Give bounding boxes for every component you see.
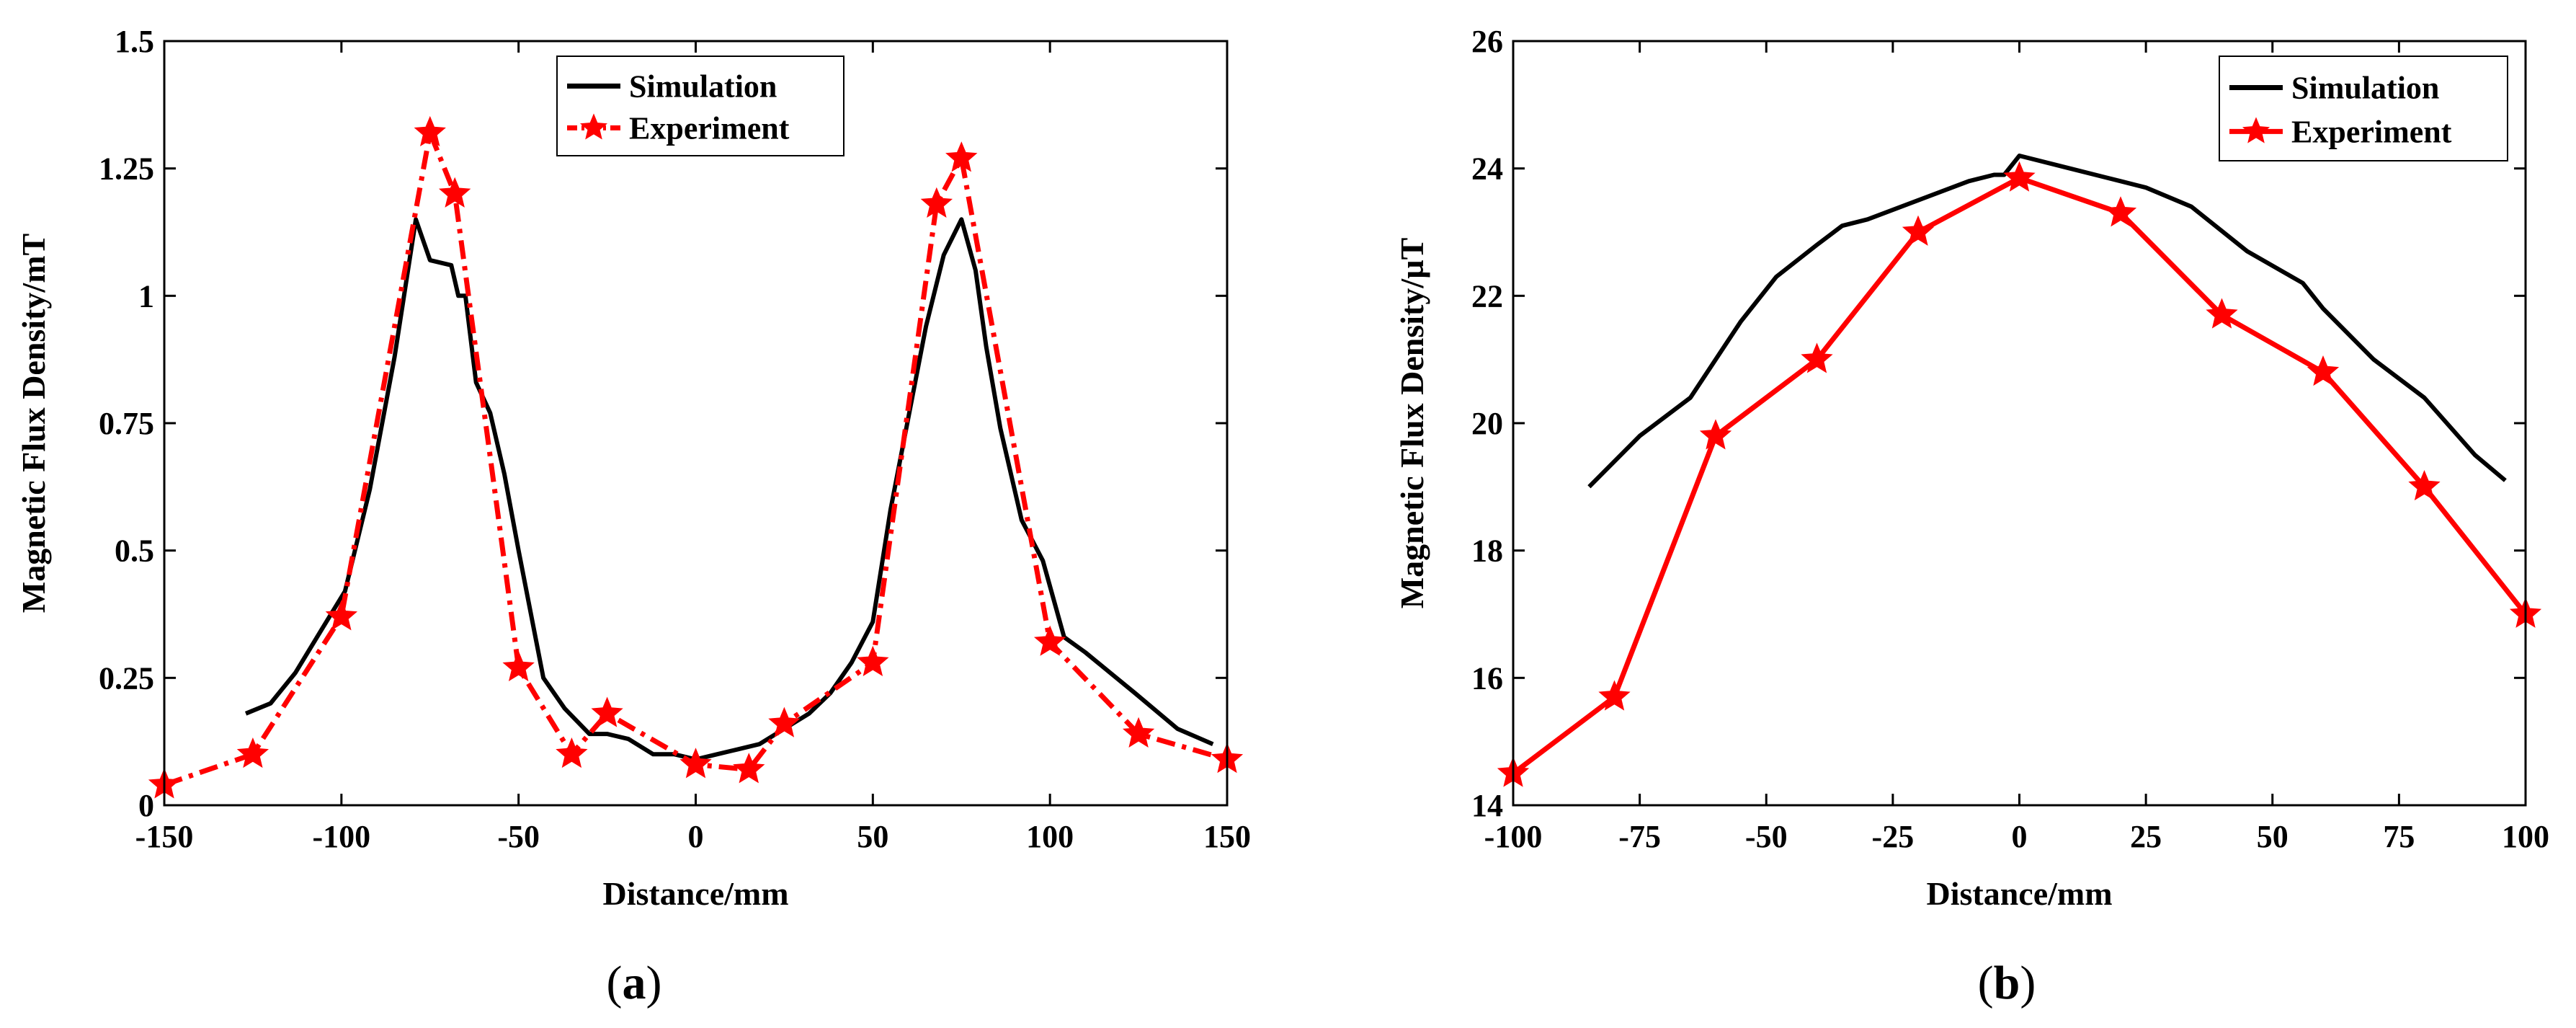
- series-line-simulation: [244, 217, 1214, 762]
- legend-b: Simulation Experiment: [2219, 56, 2508, 161]
- legend-label-simulation-a: Simulation: [629, 68, 777, 104]
- data-point-experiment: [1801, 342, 1833, 373]
- x-axis-label-a: Distance/mm: [602, 875, 788, 912]
- panel-label-a: (a): [607, 957, 662, 1009]
- panel-letter-a: a: [623, 957, 646, 1009]
- data-point-experiment: [2003, 161, 2036, 192]
- data-point-experiment: [1122, 717, 1155, 748]
- data-point-experiment: [1598, 680, 1631, 711]
- chart-panel-a: -150 -100 -50 0 50 100 150 0 0.25 0.5 0.75 1 1.25 1.5…: [15, 24, 1251, 1009]
- x-tick-label: -50: [497, 819, 540, 854]
- data-point-experiment: [556, 737, 588, 768]
- y-tick-label: 0.25: [99, 660, 154, 696]
- x-tick-label: -100: [313, 819, 371, 854]
- y-tick-label: 1.5: [115, 24, 154, 59]
- y-tick-label: 0.75: [99, 406, 154, 441]
- panel-letter-b: b: [1994, 957, 2020, 1009]
- legend-label-simulation-b: Simulation: [2291, 71, 2439, 106]
- data-point-experiment: [1033, 625, 1066, 656]
- y-axis-label-a: Magnetic Flux Density/mT: [15, 234, 52, 613]
- data-point-experiment: [920, 187, 953, 218]
- data-point-experiment: [733, 753, 765, 784]
- data-point-experiment: [502, 650, 535, 682]
- x-tick-label: -25: [1872, 819, 1915, 854]
- data-point-experiment: [679, 748, 712, 779]
- x-tick-label: -75: [1618, 819, 1661, 854]
- y-tick-label: 1.25: [99, 151, 154, 187]
- data-point-experiment: [325, 600, 358, 631]
- panel-label-b: (b): [1978, 957, 2036, 1009]
- x-tick-label: 25: [2130, 819, 2162, 854]
- legend-marker-experiment-a: [580, 113, 607, 140]
- data-point-experiment: [414, 115, 446, 147]
- data-point-experiment: [857, 645, 889, 676]
- y-tick-label: 0.5: [115, 533, 154, 569]
- data-point-experiment: [591, 696, 623, 727]
- data-point-experiment: [2104, 196, 2137, 227]
- x-tick-label: -50: [1745, 819, 1788, 854]
- data-point-experiment: [236, 737, 269, 768]
- y-axis-label-b: Magnetic Flux Density/µT: [1394, 238, 1430, 609]
- data-point-experiment: [945, 141, 978, 172]
- series-line-experiment: [1511, 175, 2528, 776]
- x-tick-label: 50: [2257, 819, 2288, 854]
- x-tick-label: 0: [2012, 819, 2028, 854]
- y-tick-label: 14: [1471, 788, 1503, 823]
- data-point-experiment: [438, 177, 471, 208]
- y-tick-label: 22: [1471, 278, 1503, 314]
- y-tick-label: 0: [138, 788, 154, 823]
- data-point-experiment: [2206, 298, 2238, 329]
- series-line-simulation: [1587, 154, 2507, 489]
- legend-label-experiment-b: Experiment: [2291, 114, 2452, 149]
- data-point-experiment: [1699, 419, 1732, 450]
- legend-marker-experiment-b: [2242, 117, 2270, 143]
- x-tick-label: 50: [857, 819, 888, 854]
- x-tick-label: -100: [1484, 819, 1543, 854]
- legend-box-b: [2219, 56, 2508, 161]
- x-tick-label: 75: [2383, 819, 2415, 854]
- x-tick-label: 0: [688, 819, 704, 854]
- legend-a: Simulation Experiment: [556, 56, 844, 156]
- x-tick-label: 100: [2502, 819, 2549, 854]
- y-tick-label: 26: [1471, 24, 1503, 59]
- y-tick-label: 16: [1471, 660, 1503, 696]
- y-tick-label: 1: [138, 278, 154, 314]
- legend-label-experiment-a: Experiment: [629, 110, 790, 146]
- data-point-experiment: [2307, 355, 2340, 386]
- data-point-experiment: [768, 706, 801, 737]
- x-tick-label: 150: [1203, 819, 1251, 854]
- x-tick-label: 100: [1026, 819, 1074, 854]
- chart-panel-b: -100 -75 -50 -25 0 25 50 75 100 14 16 18 20 22 24 26 Di…: [1394, 24, 2549, 1009]
- series-line-experiment: [163, 130, 1228, 788]
- data-point-experiment: [1902, 215, 1935, 246]
- x-tick-label: -150: [135, 819, 194, 854]
- legend-box-a: [556, 56, 844, 156]
- y-tick-label: 20: [1471, 406, 1503, 441]
- y-tick-label: 18: [1471, 533, 1503, 569]
- data-point-experiment: [2408, 469, 2441, 501]
- x-axis-label-b: Distance/mm: [1926, 875, 2112, 912]
- y-tick-label: 24: [1471, 151, 1503, 187]
